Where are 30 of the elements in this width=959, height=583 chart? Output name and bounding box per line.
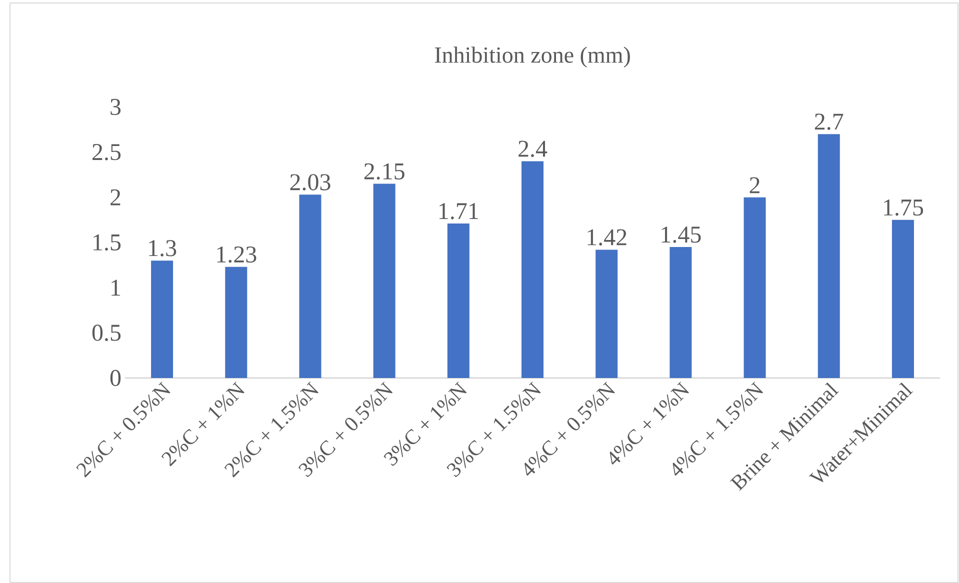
bar — [225, 266, 248, 378]
data-label: 1.23 — [217, 246, 256, 263]
bar — [892, 220, 914, 378]
bar — [522, 161, 544, 378]
data-label: 2.15 — [364, 163, 404, 180]
bar — [151, 260, 174, 378]
bar — [373, 184, 396, 378]
data-label: 2.4 — [518, 140, 548, 158]
data-label: 1.75 — [884, 200, 924, 216]
data-label: 1.45 — [662, 226, 701, 243]
data-label: 2.7 — [814, 114, 844, 130]
bar — [744, 197, 766, 378]
chart-title: Inhibition zone (mm) — [434, 46, 630, 68]
y-tick-label: 2.5 — [92, 144, 121, 160]
y-tick-label: 2 — [110, 189, 120, 206]
data-label: 1.71 — [440, 203, 478, 220]
y-tick-label: 1.5 — [94, 234, 121, 251]
bar — [596, 250, 618, 378]
bar — [818, 134, 840, 378]
y-tick-label: 1 — [112, 280, 120, 296]
data-label: 1.42 — [588, 229, 626, 246]
data-label: 2.03 — [290, 174, 330, 190]
bar — [447, 224, 470, 378]
bar — [299, 194, 322, 378]
y-tick-label: 0 — [110, 370, 121, 386]
y-tick-label: 0.5 — [92, 324, 121, 341]
bar — [670, 247, 692, 378]
y-tick-label: 3 — [110, 98, 121, 116]
data-label: 2 — [750, 177, 760, 194]
data-label: 1.3 — [149, 240, 176, 256]
